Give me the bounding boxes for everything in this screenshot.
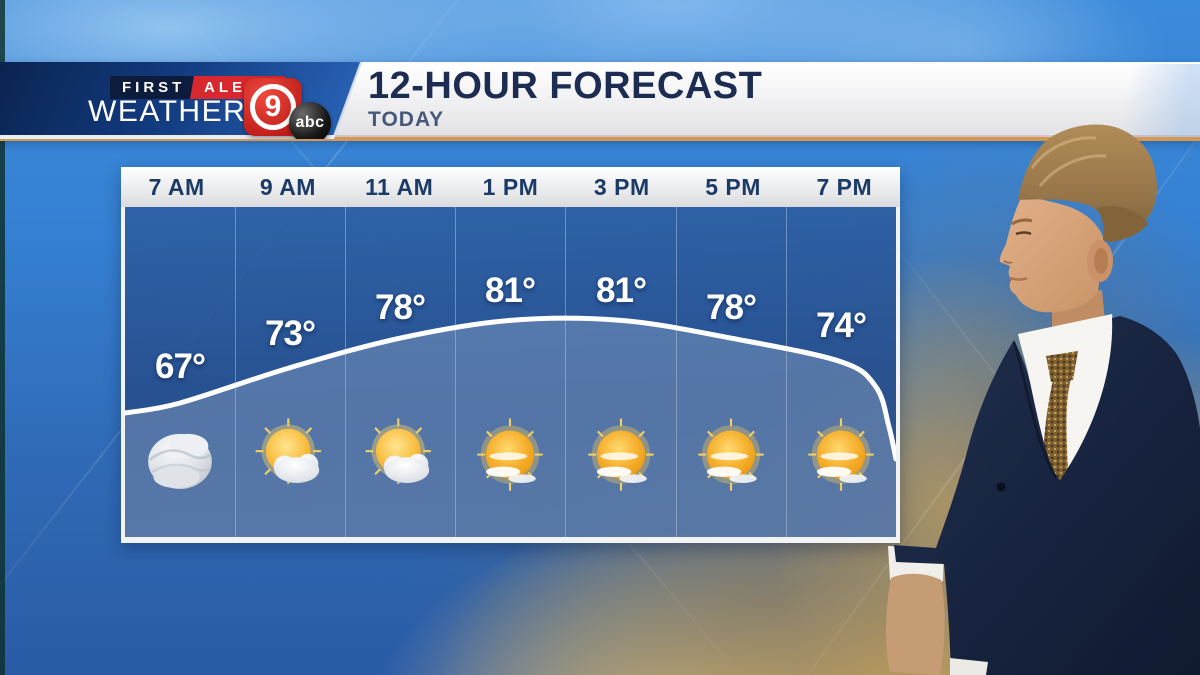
column-divider [786,207,787,537]
column-divider [565,207,566,537]
channel-9-ring [250,84,296,130]
time-label: 7 PM [816,173,873,200]
tie-knot [1046,351,1078,382]
page-title: 12-HOUR FORECAST [368,65,763,107]
temp-label: 81° [485,271,536,310]
eyebrow [1011,218,1033,226]
time-label: 5 PM [705,173,761,200]
temp-label: 78° [375,288,426,327]
page-subtitle: TODAY [368,108,445,131]
mostly-sunny-icon [798,415,884,501]
first-label: FIRST [110,76,194,99]
column-divider [235,207,236,537]
time-label: 3 PM [593,173,650,200]
title-block: 12-HOUR FORECAST TODAY [368,67,762,130]
abc-network-logo: abc [289,102,331,144]
mostly-sunny-icon [688,415,774,501]
channel-9-logo: 9 [244,78,302,136]
suit-button [996,482,1006,492]
mostly-sunny-icon [578,415,664,501]
presenter-face [999,196,1104,313]
column-divider [455,207,456,537]
presenter-hand [885,573,945,675]
mostly-sunny-icon [467,415,553,501]
temp-label: 73° [265,314,316,353]
time-label: 11 AM [365,173,434,200]
cloudy-icon [137,415,223,501]
mouth [1008,276,1028,281]
banner-right-fade [1110,64,1200,137]
suit-jacket [894,316,1200,675]
front-cuff [950,658,988,675]
time-label: 9 AM [259,173,316,200]
temperature-trend-line [125,315,896,537]
temp-label: 78° [706,288,757,327]
forecast-body: 67° 73° 78° 81° 81° 78° 74° [121,207,900,543]
partly-cloudy-icon [357,415,443,501]
temp-label: 81° [596,271,647,310]
weather-presenter [885,124,1200,675]
column-divider [676,207,677,537]
eye [1015,231,1032,236]
column-divider [345,207,346,537]
station-logo-bar: FIRST ALERT WEATHER 9 abc [0,62,362,139]
time-header-row: 7 AM 9 AM 11 AM 1 PM 3 PM 5 PM 7 PM [121,167,900,207]
temp-label: 74° [816,306,867,345]
time-label: 1 PM [482,173,539,200]
temp-label: 67° [155,347,206,386]
weather-wordmark: WEATHER [88,95,247,128]
forecast-panel: 7 AM 9 AM 11 AM 1 PM 3 PM 5 PM 7 PM 67° … [121,167,900,543]
first-alert-badge: FIRST ALERT [110,76,283,99]
left-edge-strip [0,0,5,675]
time-label: 7 AM [148,173,205,200]
partly-cloudy-icon [247,415,333,501]
